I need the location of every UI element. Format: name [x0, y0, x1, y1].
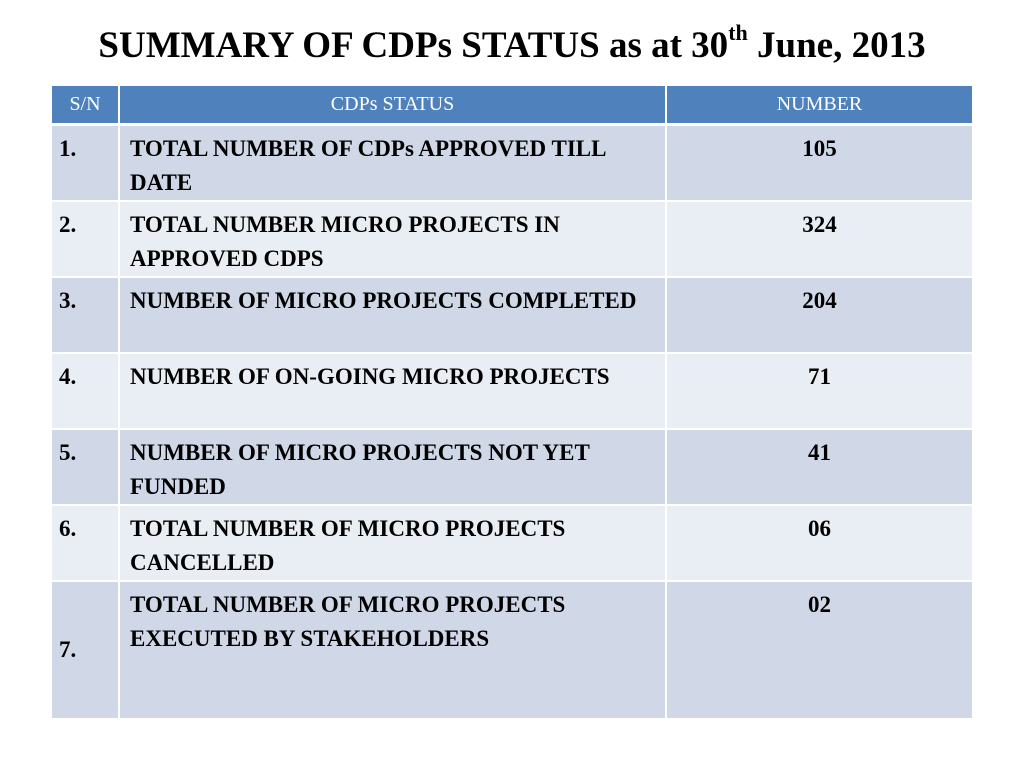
row-status: NUMBER OF ON-GOING MICRO PROJECTS — [130, 364, 610, 389]
row-status-cell: TOTAL NUMBER OF CDPs APPROVED TILL DATE — [119, 124, 667, 202]
row-number-cell: 06 — [666, 505, 972, 582]
row-sn: 3. — [59, 288, 77, 313]
row-sn: 4. — [59, 364, 77, 389]
column-header-status: CDPs STATUS — [119, 86, 667, 126]
row-status: TOTAL NUMBER OF CDPs APPROVED TILL DATE — [130, 136, 606, 195]
row-status-cell: NUMBER OF MICRO PROJECTS COMPLETED — [119, 277, 667, 354]
row-status: NUMBER OF MICRO PROJECTS COMPLETED — [130, 288, 637, 313]
row-sn-cell: 3. — [52, 277, 120, 354]
row-number: 204 — [802, 288, 837, 313]
table-row: 1. TOTAL NUMBER OF CDPs APPROVED TILL DA… — [52, 124, 972, 202]
row-number: 41 — [808, 440, 831, 465]
row-status-cell: TOTAL NUMBER MICRO PROJECTS IN APPROVED … — [119, 201, 667, 278]
row-number-cell: 105 — [666, 124, 972, 202]
row-number-cell: 324 — [666, 201, 972, 278]
row-status: TOTAL NUMBER OF MICRO PROJECTS CANCELLED — [130, 516, 566, 575]
row-sn: 7. — [59, 637, 77, 662]
row-number-cell: 02 — [666, 581, 972, 720]
row-number-cell: 204 — [666, 277, 972, 354]
row-status-cell: NUMBER OF MICRO PROJECTS NOT YET FUNDED — [119, 429, 667, 506]
table-header-row: S/N CDPs STATUS NUMBER — [52, 86, 972, 126]
row-number: 02 — [808, 592, 831, 617]
row-status: NUMBER OF MICRO PROJECTS NOT YET FUNDED — [130, 440, 590, 499]
row-status-cell: TOTAL NUMBER OF MICRO PROJECTS CANCELLED — [119, 505, 667, 582]
table-row: 7. TOTAL NUMBER OF MICRO PROJECTS EXECUT… — [52, 581, 972, 720]
column-header-sn: S/N — [52, 86, 120, 126]
row-sn-cell: 4. — [52, 353, 120, 430]
row-number: 324 — [802, 212, 837, 237]
row-number: 71 — [808, 364, 831, 389]
row-sn-cell: 7. — [52, 581, 120, 720]
table-row: 2. TOTAL NUMBER MICRO PROJECTS IN APPROV… — [52, 201, 972, 278]
row-sn-cell: 6. — [52, 505, 120, 582]
table-row: 3. NUMBER OF MICRO PROJECTS COMPLETED 20… — [52, 277, 972, 354]
row-sn: 1. — [59, 136, 77, 161]
row-status: TOTAL NUMBER MICRO PROJECTS IN APPROVED … — [130, 212, 560, 271]
row-sn-cell: 5. — [52, 429, 120, 506]
table-row: 4. NUMBER OF ON-GOING MICRO PROJECTS 71 — [52, 353, 972, 430]
row-number: 06 — [808, 516, 831, 541]
row-status-cell: TOTAL NUMBER OF MICRO PROJECTS EXECUTED … — [119, 581, 667, 720]
row-sn: 2. — [59, 212, 77, 237]
row-status: TOTAL NUMBER OF MICRO PROJECTS EXECUTED … — [130, 592, 566, 651]
slide-title-main: SUMMARY OF CDPs STATUS as at 30 — [98, 25, 729, 66]
table-row: 5. NUMBER OF MICRO PROJECTS NOT YET FUND… — [52, 429, 972, 506]
slide-title: SUMMARY OF CDPs STATUS as at 30th June, … — [0, 19, 1024, 70]
column-header-number: NUMBER — [666, 86, 972, 126]
row-sn: 5. — [59, 440, 77, 465]
row-number: 105 — [802, 136, 837, 161]
row-status-cell: NUMBER OF ON-GOING MICRO PROJECTS — [119, 353, 667, 430]
slide-title-superscript: th — [728, 19, 748, 45]
slide-title-date: June, 2013 — [747, 25, 926, 66]
row-number-cell: 41 — [666, 429, 972, 506]
cdp-status-table: S/N CDPs STATUS NUMBER 1. TOTAL NUMBER O… — [52, 86, 972, 720]
row-number-cell: 71 — [666, 353, 972, 430]
table-row: 6. TOTAL NUMBER OF MICRO PROJECTS CANCEL… — [52, 505, 972, 582]
row-sn-cell: 2. — [52, 201, 120, 278]
row-sn-cell: 1. — [52, 124, 120, 202]
row-sn: 6. — [59, 516, 77, 541]
